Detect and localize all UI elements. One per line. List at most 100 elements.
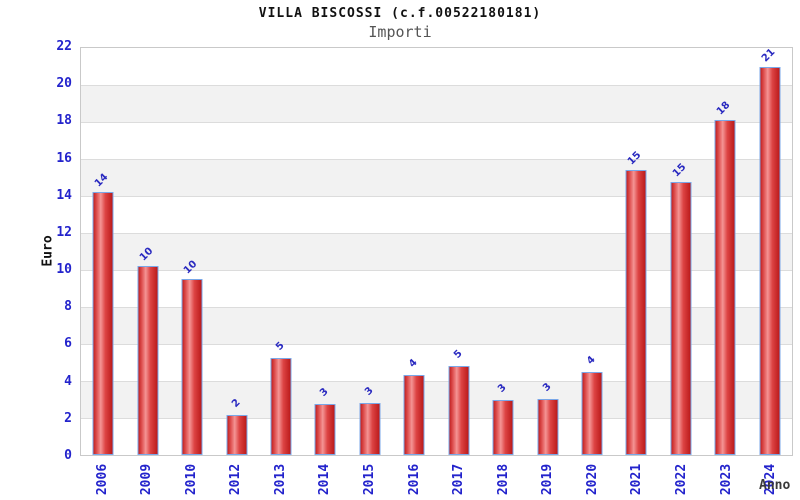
gridline — [81, 233, 792, 234]
bar-value-label: 3 — [362, 385, 376, 399]
y-tick-label: 4 — [64, 373, 72, 389]
y-tick-label: 14 — [56, 187, 72, 203]
bar-value-label: 10 — [137, 246, 156, 264]
x-tick-cell: 2014 — [303, 459, 348, 499]
x-tick-cell: 2010 — [169, 459, 214, 499]
x-tick-label: 2020 — [584, 463, 600, 495]
bar-value-label: 10 — [181, 258, 200, 277]
x-tick-cell: 2009 — [125, 459, 170, 499]
x-tick-cell: 2023 — [704, 459, 749, 499]
bar — [137, 266, 159, 455]
y-tick-label: 16 — [56, 150, 72, 166]
y-tick-label: 10 — [56, 262, 72, 278]
x-tick-cell: 2012 — [214, 459, 259, 499]
x-tick-label: 2021 — [629, 463, 645, 495]
bar-value-label: 3 — [318, 386, 332, 399]
x-tick-label: 2022 — [674, 463, 690, 495]
bar-value-label: 4 — [407, 356, 420, 370]
y-tick-label: 12 — [56, 224, 72, 240]
bar — [492, 400, 514, 455]
bar — [448, 366, 470, 455]
x-tick-label: 2016 — [406, 463, 422, 495]
bar — [181, 279, 203, 455]
bar-value-label: 2 — [229, 397, 243, 411]
bar-column: 21 — [748, 46, 792, 455]
x-tick-label: 2023 — [718, 463, 734, 495]
gridline — [81, 122, 792, 123]
bar-column: 15 — [614, 48, 658, 455]
y-tick-label: 18 — [56, 113, 72, 129]
x-tick-cell: 2016 — [392, 459, 437, 499]
bar-column: 3 — [303, 48, 347, 455]
x-tick-label: 2018 — [495, 463, 511, 495]
bars-row: 14 10 10 2 5 3 3 4 5 3 3 4 15 15 18 21 — [81, 46, 792, 455]
x-tick-label: 2006 — [94, 463, 110, 495]
gridline — [81, 418, 792, 419]
x-tick-label: 2019 — [540, 463, 556, 495]
bar-column: 14 — [81, 48, 125, 455]
bar-column: 3 — [525, 48, 569, 455]
bar-column: 2 — [214, 48, 258, 455]
gridline — [81, 381, 792, 382]
bar-column: 3 — [481, 48, 525, 455]
x-tick-label: 2015 — [362, 463, 378, 495]
bar-column: 18 — [703, 48, 747, 455]
x-tick-cell: 2015 — [347, 459, 392, 499]
bar — [714, 120, 736, 455]
x-tick-label: 2017 — [451, 463, 467, 495]
x-tick-cell: 2017 — [437, 459, 482, 499]
bar-value-label: 21 — [759, 46, 778, 64]
chart-title: VILLA BISCOSSI (c.f.00522180181) — [258, 6, 542, 21]
x-tick-cell: 2021 — [615, 459, 660, 499]
bar-column: 10 — [170, 48, 214, 455]
gridline — [81, 307, 792, 308]
gridline — [81, 196, 792, 197]
bar-value-label: 4 — [584, 353, 598, 367]
bar-value-label: 5 — [451, 348, 465, 362]
bar — [359, 403, 381, 455]
x-tick-label: 2010 — [183, 463, 199, 495]
bar-column: 4 — [570, 48, 614, 455]
y-tick-label: 20 — [56, 76, 72, 92]
gridline — [81, 85, 792, 86]
bar — [226, 415, 248, 455]
y-tick-label: 6 — [64, 336, 72, 352]
x-tick-cell: 2019 — [526, 459, 571, 499]
bar-column: 3 — [348, 48, 392, 455]
bar-column: 10 — [125, 48, 169, 455]
bar-value-label: 15 — [626, 149, 644, 168]
x-tick-label: 2012 — [228, 463, 244, 495]
bar — [403, 374, 425, 455]
bar — [581, 371, 603, 455]
y-tick-label: 8 — [64, 299, 72, 315]
bar — [625, 170, 647, 455]
bar-value-label: 5 — [273, 340, 287, 353]
x-tick-cell: 2020 — [570, 459, 615, 499]
y-tick-label: 22 — [56, 39, 72, 54]
bar-value-label: 3 — [540, 380, 554, 394]
bar-value-label: 15 — [670, 161, 689, 180]
bar-value-label: 3 — [496, 382, 509, 396]
x-tick-label: 2014 — [317, 463, 333, 495]
gridline — [81, 270, 792, 271]
x-tick-label: 2009 — [139, 463, 155, 495]
bar — [314, 404, 336, 455]
bar-column: 15 — [659, 48, 703, 455]
plot-band — [81, 48, 792, 85]
chart-subtitle: Importi — [368, 23, 432, 41]
x-tick-cell: 2022 — [659, 459, 704, 499]
bar — [759, 66, 781, 455]
x-tick-cell: 2006 — [80, 459, 125, 499]
y-axis-tick-labels: 0 2 4 6 8 10 12 14 16 18 20 22 — [0, 39, 74, 463]
gridline — [81, 344, 792, 345]
x-tick-cell: 2018 — [481, 459, 526, 499]
bar-column: 5 — [437, 48, 481, 455]
x-axis-tick-labels: 2006 2009 2010 2012 2013 2014 2015 2016 2017 2018… — [80, 459, 793, 499]
plot-band — [81, 85, 792, 122]
x-axis-title: Anno — [759, 478, 791, 493]
bar-value-label: 14 — [93, 172, 111, 190]
bar — [270, 357, 292, 455]
bar-value-label: 18 — [715, 99, 733, 118]
plot-area: 14 10 10 2 5 3 3 4 5 3 3 4 15 15 18 21 — [80, 46, 793, 456]
